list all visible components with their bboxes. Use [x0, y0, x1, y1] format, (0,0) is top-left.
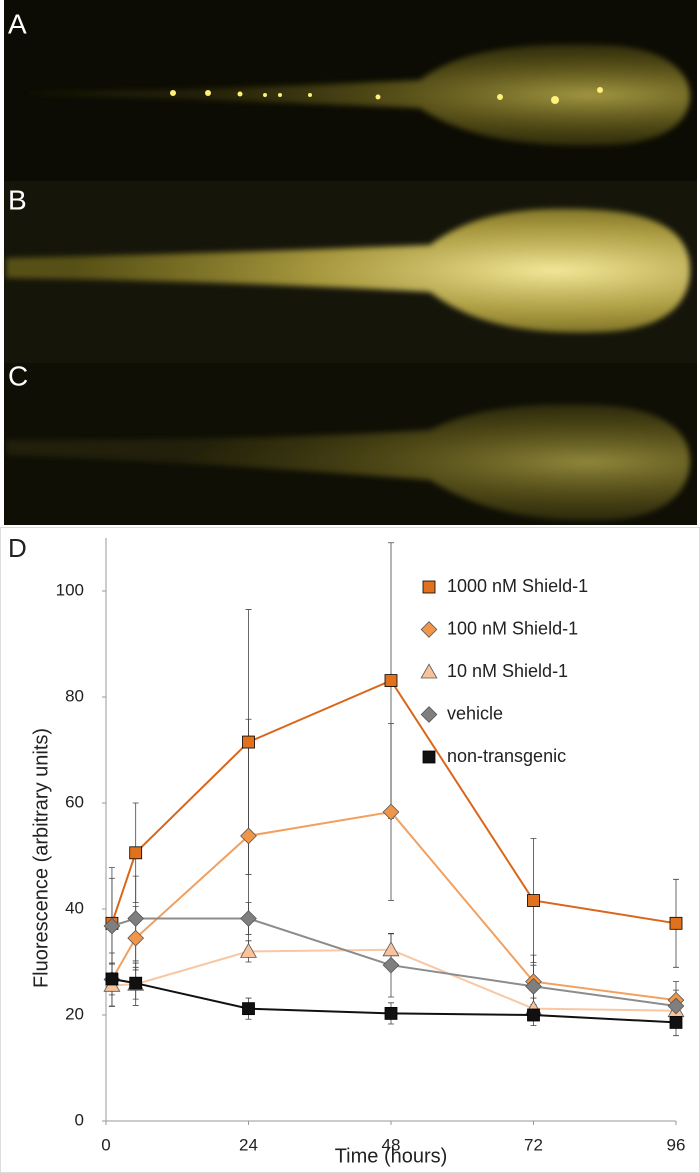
marker [420, 621, 438, 638]
marker [127, 929, 145, 947]
y-tick-label: 40 [65, 898, 84, 917]
y-axis-label: Fluorescence (arbitrary units) [30, 728, 52, 988]
photo-c: C [4, 360, 697, 525]
marker [382, 803, 400, 821]
marker [422, 580, 436, 594]
marker [240, 942, 257, 958]
marker [384, 674, 398, 687]
marker [240, 910, 257, 927]
y-tick-label: 20 [65, 1004, 84, 1023]
panel-label: C [8, 360, 28, 391]
legend-label: vehicle [447, 703, 503, 723]
panel-label: B [8, 184, 27, 215]
legend-label: non-transgenic [447, 746, 566, 766]
y-tick-label: 80 [65, 686, 84, 705]
chart-frame [0, 527, 700, 1173]
marker [242, 1002, 255, 1016]
marker [420, 663, 438, 679]
marker [240, 827, 257, 845]
marker [382, 956, 400, 974]
marker [384, 1007, 398, 1020]
series-line [110, 679, 677, 925]
x-tick-label: 72 [524, 1135, 543, 1154]
y-tick-label: 0 [75, 1110, 84, 1129]
photo-a: A [4, 0, 697, 181]
marker [669, 1016, 683, 1029]
y-tick-label: 60 [65, 792, 84, 811]
x-tick-label: 0 [101, 1135, 110, 1154]
marker [420, 706, 438, 723]
panel-label: D [8, 533, 27, 563]
legend-label: 10 nM Shield-1 [447, 661, 568, 681]
marker [382, 941, 400, 957]
marker [422, 750, 436, 764]
legend-label: 100 nM Shield-1 [447, 618, 578, 638]
x-axis-label: Time (hours) [335, 1145, 448, 1167]
x-tick-label: 96 [667, 1135, 686, 1154]
marker [667, 997, 685, 1015]
photo-b: B [4, 181, 697, 363]
y-tick-label: 100 [56, 580, 84, 599]
marker [129, 976, 143, 990]
marker [127, 910, 145, 927]
marker [103, 917, 121, 935]
x-tick-label: 48 [382, 1135, 401, 1154]
panel-label: A [8, 8, 27, 39]
marker [527, 1008, 540, 1022]
marker [242, 735, 255, 749]
legend-label: 1000 nM Shield-1 [447, 576, 588, 596]
marker [105, 972, 119, 986]
marker [525, 978, 542, 995]
marker [669, 916, 683, 930]
marker [527, 894, 540, 907]
marker [129, 846, 143, 860]
x-tick-label: 24 [239, 1135, 258, 1154]
series-line [111, 810, 677, 1002]
